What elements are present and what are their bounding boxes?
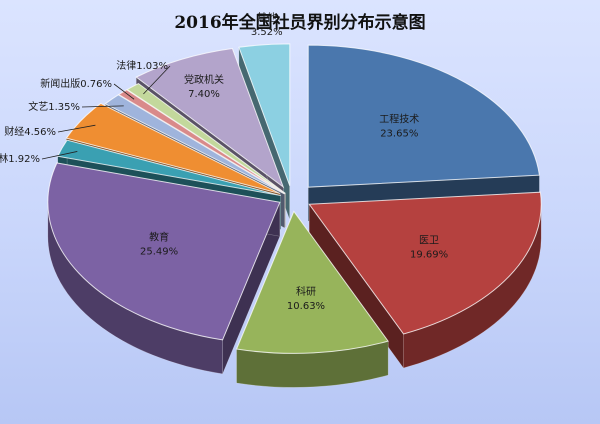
leader-line-arts — [81, 105, 124, 108]
pie-slice-other — [238, 43, 291, 187]
pie-slice-medical — [308, 191, 542, 335]
leader-line-press — [113, 83, 135, 100]
pie-slice-education — [47, 162, 281, 341]
slice-label-research: 科研 10.63% — [287, 285, 325, 312]
pie-slice-research — [235, 210, 389, 354]
pie-slice-engineering — [307, 44, 540, 188]
pie-slice-agriculture — [57, 139, 281, 197]
slice-label-finance: 财经4.56% — [4, 125, 56, 138]
slice-label-government: 党政机关 7.40% — [184, 73, 224, 100]
pie-slice-finance — [65, 102, 281, 195]
slice-label-engineering: 工程技术 23.65% — [379, 113, 419, 140]
leader-line-finance — [57, 124, 96, 133]
leader-line-agriculture — [41, 151, 78, 160]
chart-title: 2016年全国社员界别分布示意图 — [174, 12, 425, 33]
slice-label-press: 新闻出版0.76% — [40, 77, 112, 90]
slice-label-arts: 文艺1.35% — [28, 100, 80, 113]
slice-label-other: 其他 3.52% — [251, 11, 283, 38]
leader-line-law — [143, 65, 171, 95]
pie-slice-government — [135, 47, 285, 189]
label-leaders — [41, 65, 171, 160]
slice-label-education: 教育 25.49% — [140, 231, 178, 258]
slice-label-agriculture: 农林1.92% — [0, 152, 40, 165]
pie-tops — [47, 43, 542, 354]
slice-label-law: 法律1.03% — [116, 59, 168, 72]
slice-label-medical: 医卫 19.69% — [410, 235, 448, 261]
pie-slice-law — [126, 82, 286, 194]
